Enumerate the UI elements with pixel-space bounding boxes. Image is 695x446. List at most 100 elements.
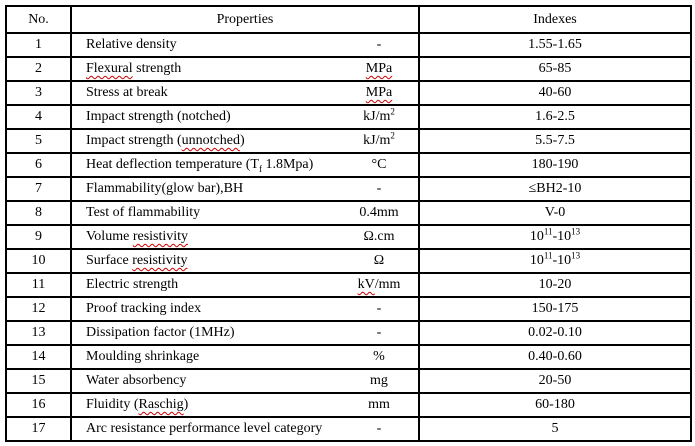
table-row: 3 Stress at break MPa 40-60	[5, 80, 692, 106]
index-value: 1.55-1.65	[418, 32, 692, 58]
property-unit: 0.4mm	[359, 205, 399, 220]
row-number: 1	[5, 32, 72, 58]
index-value: 0.02-0.10	[418, 320, 692, 346]
property-cell: Stress at break MPa	[73, 83, 417, 103]
property-unit: -	[376, 325, 382, 340]
property-unit: kJ/m2	[363, 106, 395, 124]
property-name: Impact strength (unnotched)	[86, 133, 245, 148]
row-number: 7	[5, 176, 72, 202]
property-name: Surface resistivity	[86, 253, 188, 268]
property-cell: Volume resistivity Ω.cm	[73, 227, 417, 247]
property-name: Water absorbency	[86, 373, 187, 388]
table-body: 1 Relative density - 1.55-1.65 2 Flexura…	[5, 32, 692, 442]
property-name: Relative density	[86, 37, 177, 52]
table-row: 6 Heat deflection temperature (Tf 1.8Mpa…	[5, 152, 692, 178]
property-name: Test of flammability	[86, 205, 201, 220]
row-number: 11	[5, 272, 72, 298]
table-row: 5 Impact strength (unnotched) kJ/m2 5.5-…	[5, 128, 692, 154]
property-name: Volume resistivity	[86, 229, 189, 244]
property-cell: Moulding shrinkage %	[73, 347, 417, 367]
table-row: 16 Fluidity (Raschig) mm 60-180	[5, 392, 692, 418]
row-number: 15	[5, 368, 72, 394]
property-name: Heat deflection temperature (Tf 1.8Mpa)	[86, 157, 314, 174]
property-unit: -	[376, 37, 382, 52]
table-row: 17 Arc resistance performance level cate…	[5, 416, 692, 442]
row-number: 4	[5, 104, 72, 130]
property-cell: Test of flammability 0.4mm	[73, 203, 417, 223]
property-unit: Ω	[373, 253, 385, 268]
property-unit: °C	[371, 157, 387, 172]
property-cell: Electric strength kV/mm	[73, 275, 417, 295]
property-unit: %	[373, 349, 385, 364]
property-unit: -	[376, 181, 382, 196]
header-no: No.	[5, 5, 72, 34]
table-row: 14 Moulding shrinkage % 0.40-0.60	[5, 344, 692, 370]
property-unit: MPa	[365, 85, 393, 100]
property-cell: Impact strength (notched) kJ/m2	[73, 106, 417, 127]
property-unit: kV/mm	[357, 277, 401, 292]
property-cell: Surface resistivity Ω	[73, 251, 417, 271]
index-value: 5.5-7.5	[418, 128, 692, 154]
index-value: 1011-1013	[418, 248, 692, 274]
table-row: 12 Proof tracking index - 150-175	[5, 296, 692, 322]
index-value: 5	[418, 416, 692, 442]
property-cell: Heat deflection temperature (Tf 1.8Mpa) …	[73, 155, 417, 175]
table-row: 4 Impact strength (notched) kJ/m2 1.6-2.…	[5, 104, 692, 130]
table-header: No. Properties Indexes	[5, 5, 692, 34]
index-value: 0.40-0.60	[418, 344, 692, 370]
index-value: 10-20	[418, 272, 692, 298]
header-properties: Properties	[70, 5, 420, 34]
property-cell: Impact strength (unnotched) kJ/m2	[73, 130, 417, 151]
property-name: Proof tracking index	[86, 301, 202, 316]
property-unit: mg	[370, 373, 388, 388]
properties-table: No. Properties Indexes 1 Relative densit…	[5, 5, 692, 442]
property-unit: -	[376, 421, 382, 436]
row-number: 16	[5, 392, 72, 418]
row-number: 3	[5, 80, 72, 106]
table-row: 11 Electric strength kV/mm 10-20	[5, 272, 692, 298]
property-cell: Flammability(glow bar),BH -	[73, 179, 417, 199]
property-name: Dissipation factor (1MHz)	[86, 325, 235, 340]
property-unit: mm	[368, 397, 390, 412]
index-value: 180-190	[418, 152, 692, 178]
row-number: 6	[5, 152, 72, 178]
row-number: 10	[5, 248, 72, 274]
header-indexes: Indexes	[418, 5, 692, 34]
row-number: 17	[5, 416, 72, 442]
row-number: 2	[5, 56, 72, 82]
row-number: 9	[5, 224, 72, 250]
property-name: Stress at break	[86, 85, 168, 100]
table-row: 7 Flammability(glow bar),BH - ≤BH2-10	[5, 176, 692, 202]
property-unit: MPa	[365, 61, 393, 76]
property-cell: Relative density -	[73, 35, 417, 55]
property-cell: Dissipation factor (1MHz) -	[73, 323, 417, 343]
table-row: 15 Water absorbency mg 20-50	[5, 368, 692, 394]
property-name: Flammability(glow bar),BH	[86, 181, 244, 196]
property-name: Moulding shrinkage	[86, 349, 200, 364]
index-value: 1011-1013	[418, 224, 692, 250]
table-row: 13 Dissipation factor (1MHz) - 0.02-0.10	[5, 320, 692, 346]
property-name: Flexural strength	[86, 61, 182, 76]
index-value: 20-50	[418, 368, 692, 394]
table-row: 10 Surface resistivity Ω 1011-1013	[5, 248, 692, 274]
index-value: 150-175	[418, 296, 692, 322]
property-cell: Flexural strength MPa	[73, 59, 417, 79]
row-number: 13	[5, 320, 72, 346]
index-value: ≤BH2-10	[418, 176, 692, 202]
property-name: Arc resistance performance level categor…	[86, 421, 323, 436]
table-row: 9 Volume resistivity Ω.cm 1011-1013	[5, 224, 692, 250]
property-name: Impact strength (notched)	[86, 109, 231, 124]
row-number: 14	[5, 344, 72, 370]
index-value: 60-180	[418, 392, 692, 418]
property-unit: kJ/m2	[363, 130, 395, 148]
property-unit: Ω.cm	[363, 229, 395, 244]
row-number: 5	[5, 128, 72, 154]
property-cell: Water absorbency mg	[73, 371, 417, 391]
header-row: No. Properties Indexes	[5, 5, 692, 34]
index-value: 65-85	[418, 56, 692, 82]
row-number: 8	[5, 200, 72, 226]
index-value: 1.6-2.5	[418, 104, 692, 130]
property-cell: Arc resistance performance level categor…	[73, 419, 417, 439]
index-value: V-0	[418, 200, 692, 226]
